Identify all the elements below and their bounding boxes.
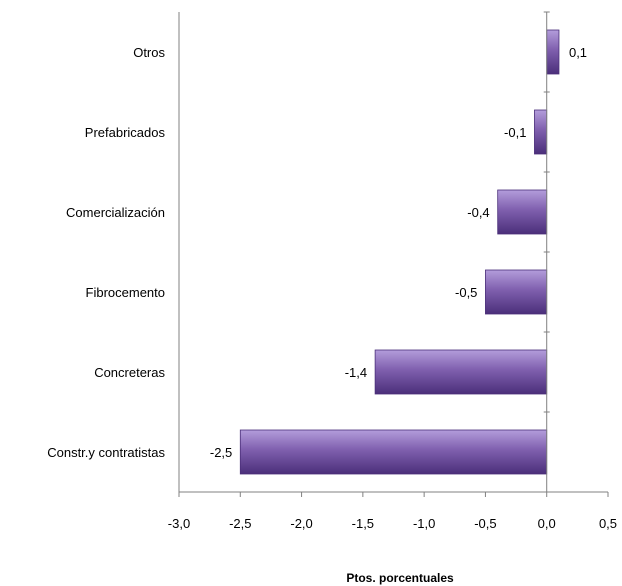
bar-4	[374, 349, 548, 395]
category-label: Fibrocemento	[86, 285, 165, 300]
data-label: -0,5	[455, 285, 477, 300]
data-label: -0,4	[467, 205, 489, 220]
x-tick-label: -1,5	[352, 516, 374, 531]
bar-2	[497, 189, 548, 235]
bar-1	[534, 109, 548, 155]
category-label: Comercialización	[66, 205, 165, 220]
category-label: Otros	[133, 45, 165, 60]
x-tick-label: -0,5	[474, 516, 496, 531]
x-tick-label: 0,0	[538, 516, 556, 531]
category-label: Concreteras	[94, 365, 165, 380]
category-label: Constr.y contratistas	[47, 445, 165, 460]
x-axis-title: Ptos. porcentuales	[346, 571, 454, 585]
data-label: 0,1	[569, 45, 587, 60]
x-tick-label: -2,0	[290, 516, 312, 531]
bar-3	[485, 269, 548, 315]
bar-0	[546, 29, 560, 75]
category-label: Prefabricados	[85, 125, 166, 140]
x-tick-label: -2,5	[229, 516, 251, 531]
x-tick-label: 0,5	[599, 516, 617, 531]
data-label: -1,4	[345, 365, 367, 380]
x-tick-label: -3,0	[168, 516, 190, 531]
bar-5	[239, 429, 548, 475]
x-tick-label: -1,0	[413, 516, 435, 531]
data-label: -2,5	[210, 445, 232, 460]
data-label: -0,1	[504, 125, 526, 140]
